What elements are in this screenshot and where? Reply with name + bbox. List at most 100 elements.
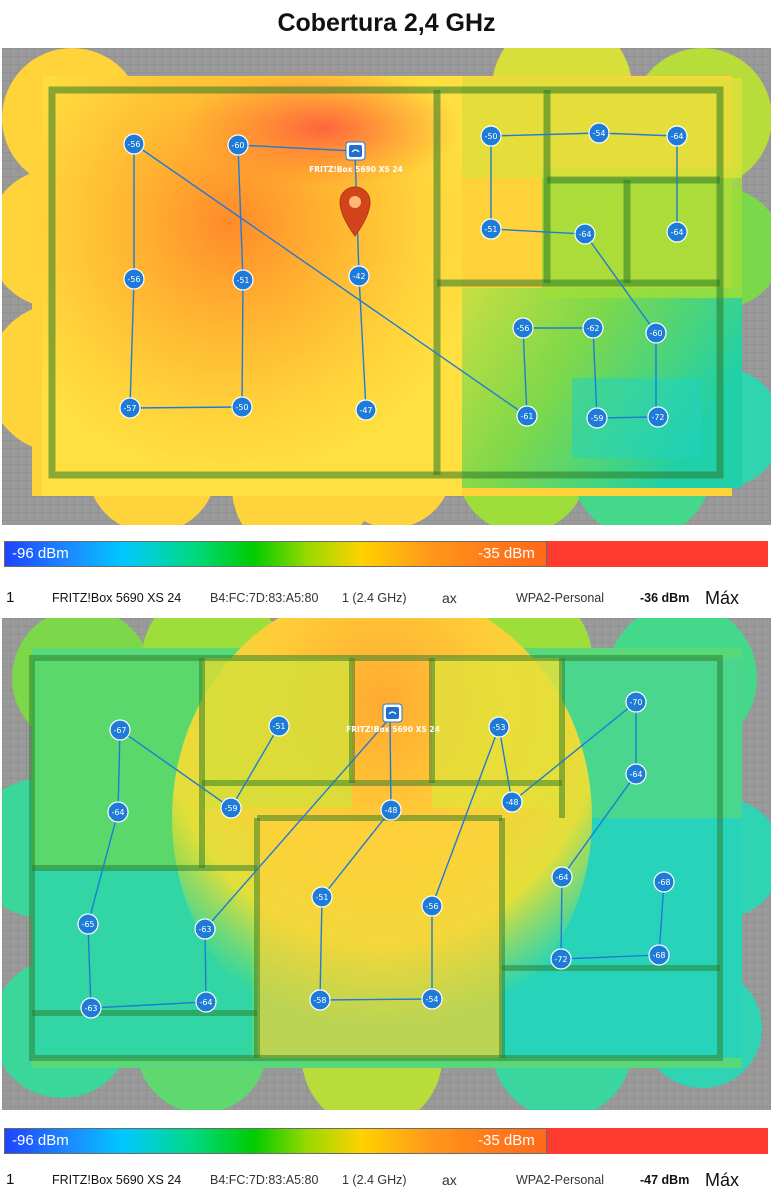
measurement-point[interactable]: -56 <box>123 133 145 155</box>
svg-text:-57: -57 <box>123 404 136 413</box>
measurement-point[interactable]: -59 <box>586 407 608 429</box>
legend-min-label: -96 dBm <box>12 1132 69 1149</box>
measurement-point[interactable]: -70 <box>625 691 647 713</box>
svg-text:-62: -62 <box>586 324 599 333</box>
measurement-point[interactable]: -64 <box>625 763 647 785</box>
measurement-point[interactable]: -61 <box>516 405 538 427</box>
network-name: FRITZ!Box 5690 XS 24 <box>52 1173 182 1187</box>
svg-text:-61: -61 <box>520 412 533 421</box>
measurement-point[interactable]: -42 <box>348 265 370 287</box>
measurement-point[interactable]: -58 <box>309 989 331 1011</box>
network-name: FRITZ!Box 5690 XS 24 <box>52 591 182 605</box>
svg-text:-64: -64 <box>629 770 642 779</box>
measurement-point[interactable]: -56 <box>421 895 443 917</box>
signal-gradient-bar <box>4 541 547 567</box>
location-pin-icon <box>339 186 371 237</box>
measurement-point[interactable]: -62 <box>582 317 604 339</box>
measurement-point[interactable]: -72 <box>647 406 669 428</box>
signal-strength: -36 dBm <box>640 591 690 605</box>
svg-text:-64: -64 <box>578 230 591 239</box>
heatmap-floor-1: FRITZ!Box 5690 XS 24 -56 -60 -42 -56 -51… <box>2 48 771 525</box>
svg-text:-58: -58 <box>313 996 326 1005</box>
measurement-point[interactable]: -57 <box>119 397 141 419</box>
svg-text:FRITZ!Box 5690 XS 24: FRITZ!Box 5690 XS 24 <box>309 165 403 174</box>
signal-gradient-bar <box>4 1128 547 1154</box>
measurement-point[interactable]: -64 <box>666 221 688 243</box>
measurement-point[interactable]: -51 <box>232 269 254 291</box>
svg-text:-65: -65 <box>81 920 94 929</box>
measurement-point[interactable]: -53 <box>488 716 510 738</box>
svg-text:-64: -64 <box>555 873 568 882</box>
svg-text:-48: -48 <box>505 798 518 807</box>
svg-text:-68: -68 <box>657 878 670 887</box>
measurement-point[interactable]: -54 <box>421 988 443 1010</box>
svg-text:-51: -51 <box>236 276 249 285</box>
measurement-point[interactable]: -64 <box>195 991 217 1013</box>
measurement-point[interactable]: -64 <box>666 125 688 147</box>
svg-text:-51: -51 <box>272 722 285 731</box>
svg-text:-64: -64 <box>670 132 683 141</box>
svg-text:-42: -42 <box>352 272 365 281</box>
network-row[interactable]: 1 FRITZ!Box 5690 XS 24 B4:FC:7D:83:A5:80… <box>0 1168 773 1192</box>
wifi-standard: ax <box>442 1172 457 1188</box>
svg-text:-63: -63 <box>84 1004 97 1013</box>
row-index: 1 <box>6 1171 15 1188</box>
measurement-point[interactable]: -65 <box>77 913 99 935</box>
measurement-point[interactable]: -63 <box>194 918 216 940</box>
svg-text:-63: -63 <box>198 925 211 934</box>
svg-text:-50: -50 <box>484 132 497 141</box>
measurement-point[interactable]: -64 <box>551 866 573 888</box>
measurement-point[interactable]: -48 <box>380 799 402 821</box>
svg-text:-56: -56 <box>425 902 438 911</box>
measurement-point[interactable]: -59 <box>220 797 242 819</box>
legend-max-label: -35 dBm <box>478 1132 535 1149</box>
security: WPA2-Personal <box>516 591 604 605</box>
measurement-point[interactable]: -63 <box>80 997 102 1019</box>
page-title: Cobertura 2,4 GHz <box>277 9 496 37</box>
svg-text:-68: -68 <box>652 951 665 960</box>
measurement-point[interactable]: -47 <box>355 399 377 421</box>
signal-strength: -47 dBm <box>640 1173 690 1187</box>
security: WPA2-Personal <box>516 1173 604 1187</box>
svg-text:-60: -60 <box>231 141 244 150</box>
svg-text:-54: -54 <box>425 995 438 1004</box>
legend-min-label: -96 dBm <box>12 545 69 562</box>
signal-legend-1: -96 dBm -35 dBm <box>4 541 768 567</box>
router-icon[interactable]: FRITZ!Box 5690 XS 24 <box>309 141 403 174</box>
max-label: Máx <box>705 588 740 608</box>
channel: 1 (2.4 GHz) <box>342 1173 407 1187</box>
mac-address: B4:FC:7D:83:A5:80 <box>210 1173 319 1187</box>
measurement-point[interactable]: -64 <box>107 801 129 823</box>
legend-max-label: -35 dBm <box>478 545 535 562</box>
measurement-point[interactable]: -51 <box>480 218 502 240</box>
channel: 1 (2.4 GHz) <box>342 591 407 605</box>
max-label: Máx <box>705 1170 740 1190</box>
signal-max-bar <box>547 541 768 567</box>
measurement-point[interactable]: -67 <box>109 719 131 741</box>
svg-text:-56: -56 <box>127 275 140 284</box>
signal-max-bar <box>547 1128 768 1154</box>
measurement-point[interactable]: -48 <box>501 791 523 813</box>
measurement-point[interactable]: -51 <box>311 886 333 908</box>
measurement-point[interactable]: -64 <box>574 223 596 245</box>
svg-text:-54: -54 <box>592 129 605 138</box>
measurement-point[interactable]: -60 <box>645 322 667 344</box>
measurement-point[interactable]: -56 <box>512 317 534 339</box>
svg-text:-50: -50 <box>235 403 248 412</box>
measurement-point[interactable]: -51 <box>268 715 290 737</box>
measurement-point[interactable]: -54 <box>588 122 610 144</box>
measurement-point[interactable]: -72 <box>550 948 572 970</box>
measurement-point[interactable]: -50 <box>231 396 253 418</box>
network-row[interactable]: 1 FRITZ!Box 5690 XS 24 B4:FC:7D:83:A5:80… <box>0 586 773 610</box>
svg-text:-53: -53 <box>492 723 505 732</box>
router-icon[interactable]: FRITZ!Box 5690 XS 24 <box>346 703 440 734</box>
svg-text:-70: -70 <box>629 698 642 707</box>
measurement-point[interactable]: -60 <box>227 134 249 156</box>
measurement-point[interactable]: -68 <box>648 944 670 966</box>
measurement-point[interactable]: -56 <box>123 268 145 290</box>
svg-text:-56: -56 <box>127 140 140 149</box>
measurement-point[interactable]: -50 <box>480 125 502 147</box>
svg-text:-67: -67 <box>113 726 126 735</box>
heatmap-floor-2: FRITZ!Box 5690 XS 24 -67 -51 -53 -70 -64… <box>2 618 771 1110</box>
measurement-point[interactable]: -68 <box>653 871 675 893</box>
